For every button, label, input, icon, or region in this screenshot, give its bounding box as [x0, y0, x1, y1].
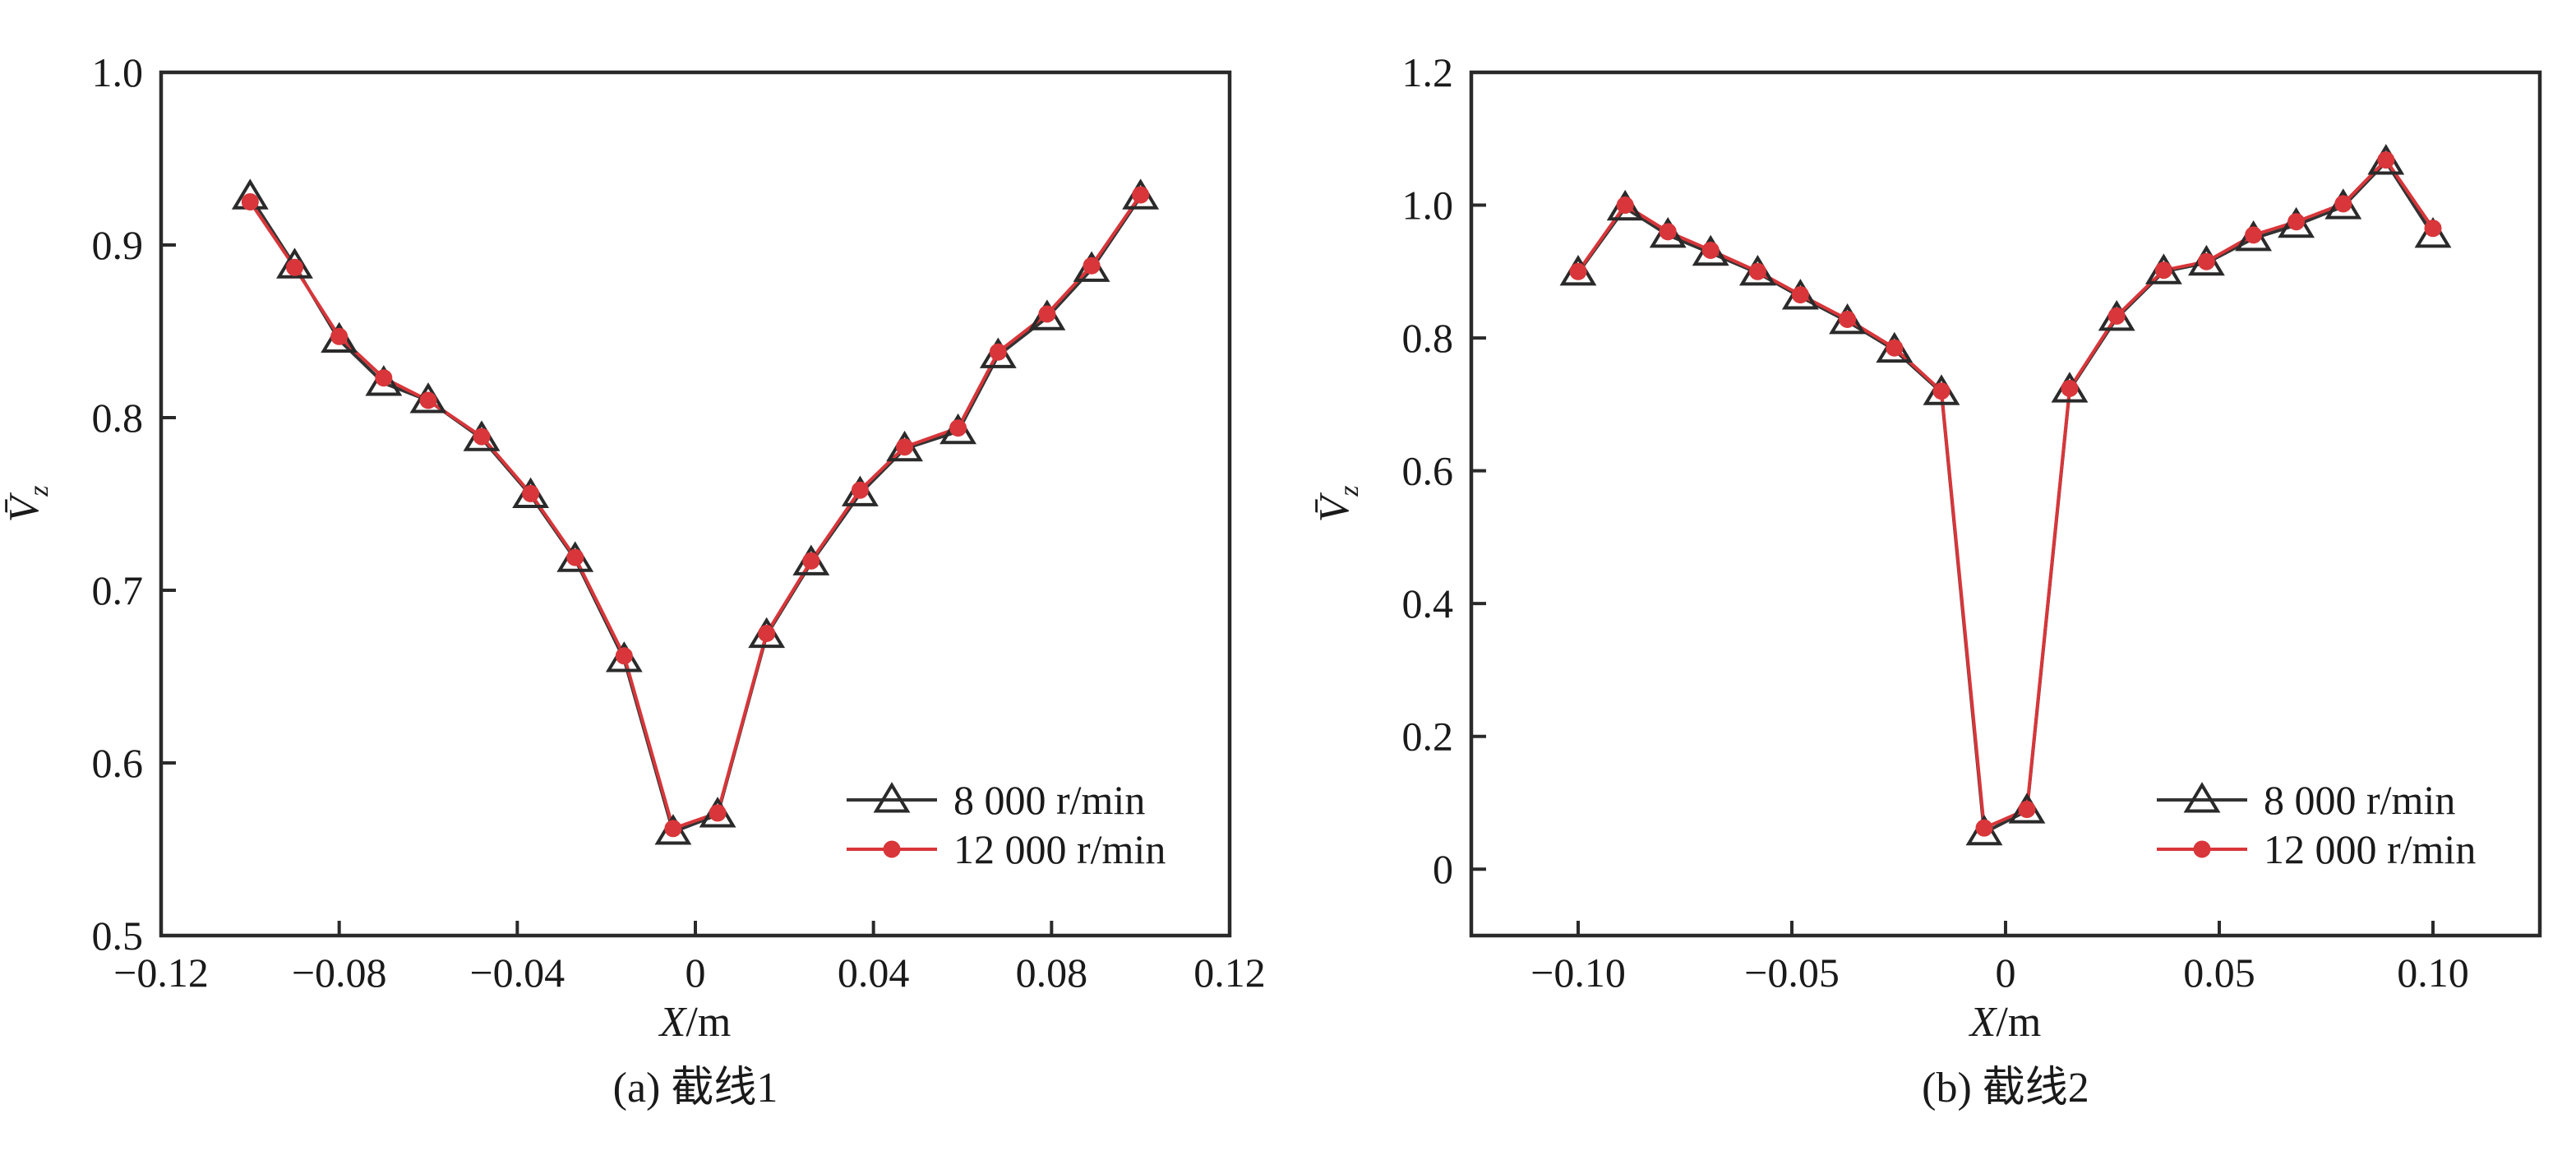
chartb-point-12000 [2287, 213, 2306, 231]
chartb-xtick-label: 0 [1996, 950, 2016, 996]
chartb-ytick-label: 1.2 [1402, 49, 1454, 95]
chart-panel-b: −0.10 −0.05 0 0.05 0.10 0 0.2 0.4 0.6 0.8 1.0 1.2 X/… [1311, 49, 2542, 1111]
chartb-xtick-label: −0.10 [1530, 950, 1626, 996]
chartb-series-8000-line [1577, 159, 2435, 835]
charta-ytick-label: 0.5 [92, 913, 144, 959]
chartb-point-12000 [2245, 226, 2263, 244]
charta-point-12000 [851, 481, 869, 499]
charta-point-12000 [241, 193, 259, 210]
charta-point-12000 [664, 820, 682, 838]
charta-point-12000 [330, 327, 349, 345]
chartb-point-12000 [1659, 223, 1677, 241]
chartb-point-12000 [2107, 307, 2126, 325]
charta-xtick-label: 0.04 [838, 950, 910, 996]
chartb-xlabel: X/m [1969, 999, 2042, 1046]
charta-xtick-label: 0.12 [1193, 950, 1266, 996]
charta-caption: (a) 截线1 [613, 1065, 778, 1111]
chart-panel-a: −0.12 −0.08 −0.04 0 0.04 0.08 0.12 0.5 0.6 0.7 0.8… [1, 49, 1266, 1111]
chartb-point-12000 [1932, 382, 1950, 400]
charta-series-12000-line [248, 193, 1143, 831]
chartb-xtick-label: −0.05 [1744, 950, 1840, 996]
charta-point-12000 [286, 258, 303, 276]
chartb-legend-8000-marker [2183, 782, 2221, 813]
charta-ytick-label: 0.7 [92, 567, 144, 613]
chartb-point-12000 [2334, 195, 2352, 213]
charta-ytick-label: 0.6 [92, 740, 144, 786]
chartb-legend-8000-label: 8 000 r/min [2264, 777, 2455, 823]
charta-point-12000 [802, 552, 820, 570]
chartb-point-8000 [2414, 216, 2452, 248]
charta-point-12000 [896, 438, 914, 456]
charta-point-12000 [375, 369, 393, 387]
chartb-xtick-label: 0.10 [2397, 950, 2469, 996]
chartb-point-12000 [2154, 261, 2172, 280]
charta-xtick-label: −0.12 [113, 950, 209, 996]
chartb-point-12000 [2018, 801, 2036, 819]
charta-point-12000 [758, 625, 776, 642]
chartb-ylabel: V̄z [1311, 486, 1364, 523]
charta-xtick-label: −0.08 [292, 950, 387, 996]
charta-legend-8000-marker [873, 782, 911, 813]
chartb-point-12000 [2061, 379, 2079, 397]
charta-legend-12000-label: 12 000 r/min [953, 826, 1166, 872]
chartb-point-12000 [2197, 252, 2215, 270]
charta-point-12000 [949, 419, 967, 437]
charta-series-8000-line [248, 196, 1143, 834]
chartb-point-12000 [1839, 310, 1857, 328]
charta-xtick-label: −0.04 [469, 950, 565, 996]
chartb-point-12000 [1701, 241, 1720, 259]
charta-point-12000 [1038, 305, 1056, 323]
chartb-xtick-label: 0.05 [2183, 950, 2255, 996]
chartb-ytick-label: 1.0 [1402, 183, 1454, 229]
chartb-point-12000 [1748, 262, 1766, 280]
charta-point-12000 [473, 427, 491, 446]
chartb-point-12000 [1791, 286, 1809, 304]
chartb-ytick-label: 0.2 [1402, 714, 1454, 760]
charta-point-12000 [1083, 256, 1101, 275]
chartb-ytick-label: 0 [1433, 846, 1453, 892]
charta-ytick-label: 0.8 [92, 395, 144, 441]
chartb-ytick-label: 0.6 [1402, 448, 1454, 494]
charta-point-12000 [615, 647, 633, 665]
charta-point-12000 [1132, 186, 1150, 204]
charta-legend-12000-marker [883, 840, 901, 858]
charta-ytick-label: 1.0 [92, 49, 144, 95]
chartb-point-12000 [1886, 339, 1904, 357]
charta-ytick-label: 0.9 [92, 222, 144, 268]
charta-point-12000 [709, 804, 727, 822]
chartb-legend-12000-label: 12 000 r/min [2264, 826, 2476, 872]
charta-point-12000 [522, 484, 540, 502]
charta-point-12000 [989, 343, 1007, 361]
chartb-ytick-label: 0.8 [1402, 315, 1454, 361]
chartb-point-12000 [1616, 196, 1634, 215]
chartb-point-12000 [2424, 220, 2442, 238]
charta-xtick-label: 0.08 [1016, 950, 1088, 996]
charta-point-12000 [566, 548, 584, 566]
chartb-caption: (b) 截线2 [1922, 1065, 2089, 1111]
chartb-point-12000 [2377, 151, 2395, 169]
charta-legend-8000-label: 8 000 r/min [953, 777, 1145, 823]
chartb-point-12000 [1569, 262, 1587, 280]
chartb-series-12000-line [1577, 157, 2435, 831]
chartb-point-12000 [1975, 819, 1993, 837]
charta-point-12000 [419, 391, 437, 409]
charta-ylabel: V̄z [1, 486, 54, 523]
chartb-legend-12000-marker [2193, 840, 2211, 858]
charta-xlabel: X/m [658, 999, 732, 1046]
chartb-ytick-label: 0.4 [1402, 580, 1454, 626]
charta-xtick-label: 0 [686, 950, 706, 996]
